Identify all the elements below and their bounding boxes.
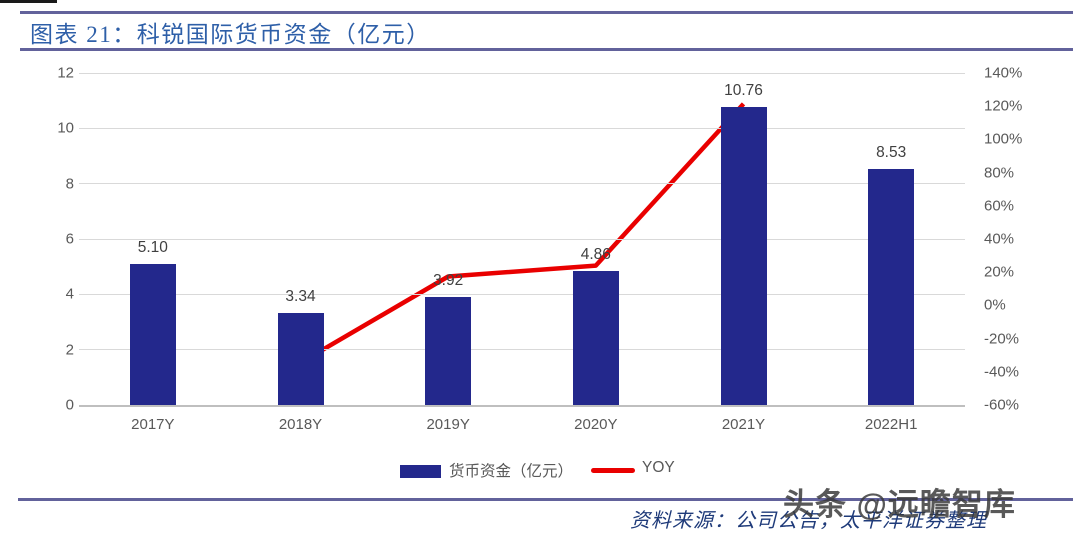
bar-value-label: 10.76 [724, 82, 763, 100]
y-axis-label-left: 10 [57, 119, 74, 137]
legend-line-swatch [591, 468, 635, 473]
y-axis-label-left: 6 [65, 230, 74, 248]
gridline [79, 293, 965, 295]
bar-value-label: 8.53 [876, 144, 907, 161]
y-axis-label-right: 0% [984, 296, 1006, 314]
gridline [79, 183, 965, 185]
header-rule-bottom [20, 48, 1073, 51]
gridline [79, 238, 965, 240]
y-axis-label-left: 8 [65, 175, 74, 193]
bar [868, 169, 915, 405]
y-axis-label-right: 40% [984, 230, 1015, 248]
bar-value-label: 3.34 [285, 287, 316, 305]
gridline [79, 349, 965, 351]
y-axis-label-left: 4 [65, 285, 74, 303]
y-axis-label-right: -60% [984, 396, 1020, 414]
x-axis-label: 2018Y [278, 416, 323, 433]
bar [277, 312, 324, 405]
y-axis-label-right: 100% [984, 130, 1023, 148]
y-axis-label-right: 80% [984, 164, 1015, 182]
y-axis-label-right: -40% [984, 363, 1020, 381]
gridline [79, 127, 965, 129]
y-axis-label-right: 120% [984, 97, 1023, 115]
bar [572, 270, 619, 405]
legend-bar-swatch [400, 465, 441, 478]
bar-value-label: 4.86 [580, 245, 611, 263]
bar [425, 296, 472, 405]
y-axis-label-right: 60% [984, 197, 1015, 215]
footer-rule [18, 498, 1073, 501]
legend-bar-label: 货币资金（亿元） [449, 463, 574, 480]
x-axis-label: 2021Y [721, 416, 766, 433]
source-text: 资料来源：公司公告，太平洋证券整理 [630, 510, 987, 532]
figure-title: 图表 21：科锐国际货币资金（亿元） [30, 22, 431, 47]
y-axis-label-left: 12 [57, 64, 74, 82]
header-rule-top [20, 11, 1073, 14]
bar [129, 263, 176, 405]
legend-line-label: YOY [642, 459, 675, 476]
x-axis-label: 2022H1 [864, 416, 918, 433]
gridline [79, 404, 965, 407]
top-edge-fragment [0, 0, 57, 3]
bar [720, 107, 767, 405]
gridline [79, 72, 965, 74]
x-axis-label: 2020Y [574, 416, 618, 433]
x-axis-label: 2019Y [426, 416, 470, 433]
y-axis-label-right: -20% [984, 330, 1020, 348]
bar-value-label: 3.92 [433, 271, 464, 289]
y-axis-label-left: 2 [65, 341, 74, 359]
y-axis-label-right: 140% [984, 64, 1023, 82]
bar-value-label: 5.10 [137, 238, 168, 256]
y-axis-label-right: 20% [984, 263, 1015, 281]
watermark: 头条 @远瞻智库 [783, 487, 1016, 522]
x-axis-label: 2017Y [131, 416, 175, 433]
y-axis-label-left: 0 [65, 396, 74, 414]
